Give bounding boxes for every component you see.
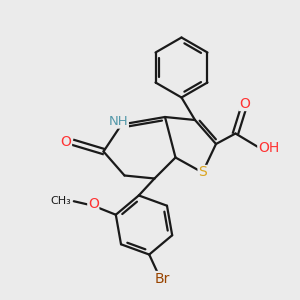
Text: O: O (61, 136, 71, 149)
Text: O: O (88, 197, 99, 211)
Text: O: O (239, 97, 250, 110)
Text: CH₃: CH₃ (50, 196, 71, 206)
Text: S: S (198, 166, 207, 179)
Text: Br: Br (155, 272, 170, 286)
Text: OH: OH (258, 142, 279, 155)
Text: NH: NH (109, 115, 128, 128)
